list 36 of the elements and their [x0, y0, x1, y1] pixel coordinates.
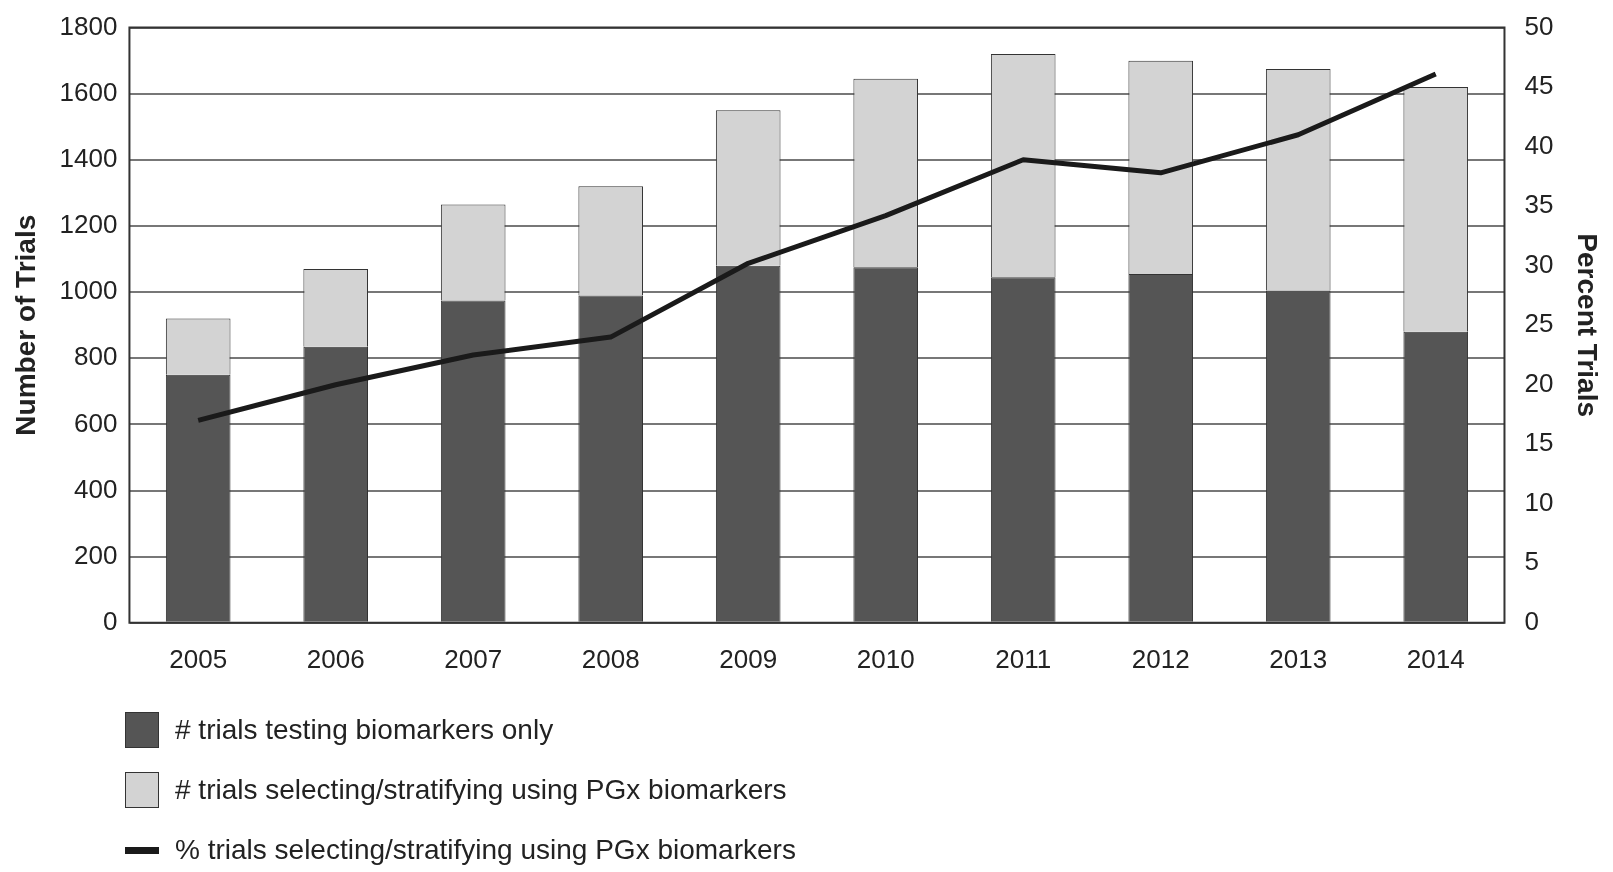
y-tick-label: 1200	[59, 209, 118, 240]
x-tick-label: 2007	[444, 643, 503, 674]
y2-tick-label: 40	[1524, 129, 1554, 160]
x-tick-label: 2006	[306, 643, 365, 674]
y-tick-label: 400	[74, 473, 118, 504]
y2-tick-label: 15	[1524, 427, 1554, 458]
y2-tick-label: 0	[1524, 605, 1539, 636]
x-tick-label: 2012	[1131, 643, 1190, 674]
x-tick-label: 2005	[169, 643, 228, 674]
legend-label: # trials selecting/stratifying using PGx biomarkers	[175, 774, 787, 806]
x-tick-label: 2010	[856, 643, 915, 674]
y2-tick-label: 20	[1524, 367, 1554, 398]
x-tick-label: 2009	[719, 643, 778, 674]
legend-label: % trials selecting/stratifying using PGx biomarkers	[175, 834, 796, 866]
y-tick-label: 200	[74, 539, 118, 570]
y2-tick-label: 45	[1524, 70, 1554, 101]
y2-tick-label: 30	[1524, 248, 1554, 279]
y-tick-label: 0	[102, 605, 118, 636]
y2-tick-label: 35	[1524, 189, 1554, 220]
y-tick-label: 800	[74, 341, 118, 372]
y-tick-label: 1000	[59, 275, 118, 306]
y2-tick-label: 50	[1524, 10, 1554, 41]
x-tick-label: 2014	[1406, 643, 1465, 674]
y-tick-label: 1800	[59, 10, 118, 41]
y2-axis-title: Percent Trials	[1572, 233, 1604, 418]
x-tick-label: 2011	[995, 643, 1052, 674]
y2-tick-label: 10	[1524, 486, 1554, 517]
y-tick-label: 1400	[59, 143, 118, 174]
y2-tick-label: 5	[1524, 546, 1539, 577]
legend-label: # trials testing biomarkers only	[175, 714, 554, 746]
y2-tick-label: 25	[1524, 308, 1554, 339]
y-tick-label: 1600	[59, 76, 118, 107]
y-tick-label: 600	[74, 407, 118, 438]
x-tick-label: 2013	[1269, 643, 1328, 674]
y-axis-title: Number of Trials	[9, 214, 41, 436]
x-tick-label: 2008	[581, 643, 640, 674]
